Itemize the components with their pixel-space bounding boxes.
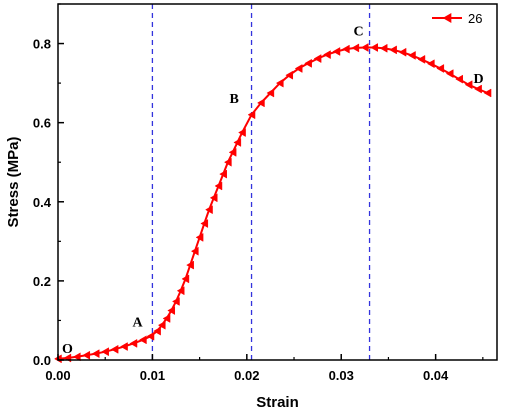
data-point — [341, 44, 350, 54]
data-point — [195, 232, 204, 242]
x-tick-label-0: 0.00 — [45, 368, 70, 383]
data-point — [209, 193, 218, 203]
data-point — [294, 64, 303, 73]
x-axis-ticks: 0.00 0.01 0.02 0.03 0.04 — [45, 354, 484, 383]
data-point — [219, 169, 227, 179]
stage-label-a: A — [133, 315, 144, 330]
data-point — [285, 70, 294, 80]
data-point — [138, 335, 147, 345]
stage-label-c: C — [354, 25, 364, 40]
data-point — [351, 43, 360, 53]
data-point — [72, 352, 81, 362]
data-point — [398, 47, 407, 57]
data-point — [146, 331, 155, 341]
data-point — [190, 246, 199, 256]
y-tick-label-4: 0.8 — [33, 37, 51, 52]
data-point — [153, 326, 161, 336]
data-point — [360, 43, 369, 52]
data-point — [214, 181, 223, 191]
data-point — [186, 260, 194, 270]
x-axis-label: Strain — [256, 394, 299, 411]
data-point — [483, 88, 492, 98]
legend-series-name: 26 — [468, 11, 482, 26]
y-tick-label-2: 0.4 — [33, 195, 52, 210]
data-point — [172, 297, 180, 306]
series-markers — [54, 43, 492, 364]
x-tick-label-4: 0.04 — [423, 368, 449, 383]
data-point — [110, 344, 119, 354]
data-point — [247, 110, 256, 120]
data-point — [266, 88, 275, 98]
data-point — [313, 54, 322, 64]
data-point — [275, 78, 284, 88]
data-point — [464, 80, 473, 90]
stage-labels: O A B C D — [62, 25, 484, 357]
data-point — [304, 58, 312, 68]
data-point — [181, 274, 190, 284]
stage-label-o: O — [62, 342, 73, 357]
data-point — [228, 147, 237, 157]
data-point — [200, 219, 209, 228]
legend: 26 — [432, 11, 482, 26]
data-point — [167, 306, 176, 315]
legend-marker-sample — [442, 13, 452, 23]
stage-dividers — [151, 4, 371, 360]
x-tick-label-2: 0.02 — [234, 368, 259, 383]
data-point — [417, 54, 426, 64]
data-point — [205, 205, 213, 215]
stage-label-b: B — [230, 92, 239, 107]
data-point — [256, 98, 265, 108]
y-tick-label-3: 0.6 — [33, 116, 51, 131]
data-point — [436, 64, 445, 73]
data-point — [101, 347, 109, 357]
data-point — [426, 59, 435, 69]
plot-frame — [57, 3, 498, 361]
data-point — [233, 138, 242, 147]
data-point — [82, 350, 91, 360]
data-point — [157, 320, 166, 330]
data-point — [474, 84, 482, 94]
data-point — [223, 157, 232, 167]
data-point — [455, 74, 463, 84]
data-point — [120, 342, 128, 351]
data-point — [176, 286, 185, 296]
data-point — [91, 349, 100, 359]
data-point — [389, 45, 397, 55]
y-axis-label: Stress (MPa) — [5, 137, 22, 228]
data-point — [379, 43, 388, 53]
data-point — [129, 338, 138, 348]
data-point — [445, 69, 454, 79]
data-point — [408, 50, 416, 60]
data-point — [238, 128, 246, 137]
data-point — [332, 47, 341, 56]
x-tick-label-3: 0.03 — [329, 368, 354, 383]
y-axis-ticks: 0.0 0.2 0.4 0.6 0.8 — [33, 3, 64, 368]
y-tick-label-0: 0.0 — [33, 353, 51, 368]
data-point — [162, 314, 171, 323]
x-tick-label-1: 0.01 — [140, 368, 165, 383]
data-point — [370, 43, 378, 52]
stage-label-d: D — [474, 72, 484, 87]
data-point — [323, 50, 331, 60]
y-tick-label-1: 0.2 — [33, 274, 51, 289]
